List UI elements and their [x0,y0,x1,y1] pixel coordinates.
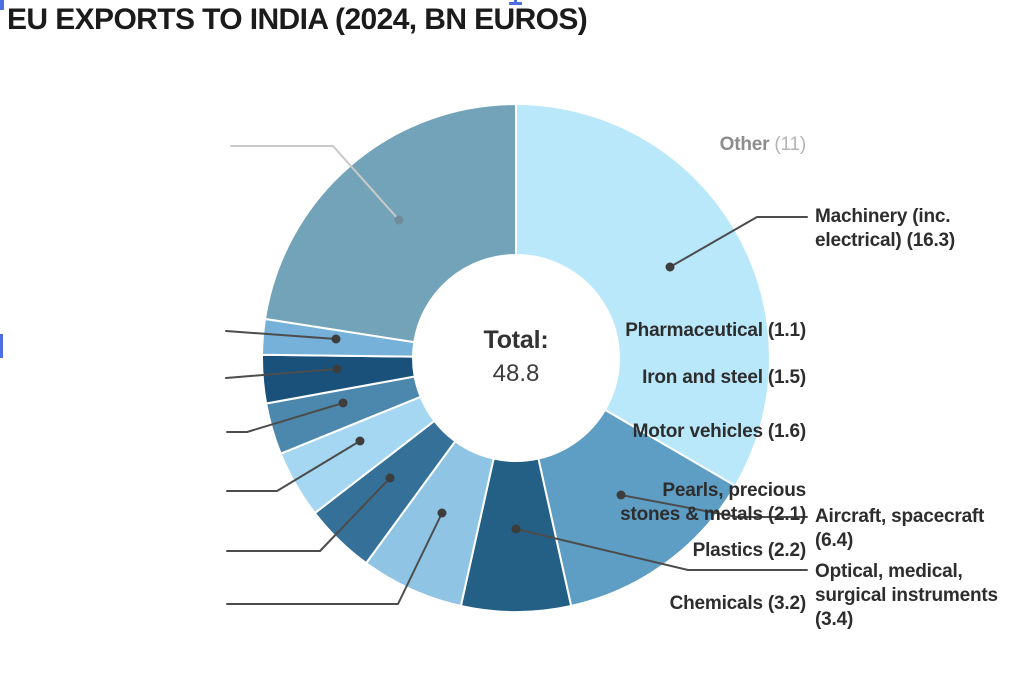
slice-label-iron: Iron and steel (1.5) [642,366,806,390]
slice-label-plastics: Plastics (2.2) [692,539,807,563]
label-line: Iron and steel (1.5) [642,367,806,388]
label-line: Optical, medical, [815,561,963,582]
leader-line-motor [226,402,344,433]
label-line: (3.4) [815,609,854,630]
leader-line-iron [225,368,338,379]
leader-line-pearls [226,440,361,492]
leader-line-plastics [226,477,391,552]
slice-label-aircraft: Aircraft, spacecraft (6.4) [815,505,984,553]
label-line: surgical instruments [815,585,998,606]
chart-title: EU EXPORTS TO INDIA (2024, BN EUROS) [7,3,588,36]
label-line: Chemicals (3.2) [669,593,807,614]
slice-aircraft [537,408,737,608]
leader-dot-plastics [385,473,395,483]
slice-label-other: Other (11) [719,133,807,157]
label-line: Machinery (inc. [815,206,951,227]
leader-line-machinery [669,216,808,268]
label-line: Plastics (2.2) [692,540,807,561]
leader-dot-machinery [665,262,675,272]
leader-dot-pearls [355,436,365,446]
selection-artifact [0,0,4,10]
slice-label-optical: Optical, medical, surgical instruments (3.… [815,560,998,632]
leader-dot-optical [511,524,521,534]
label-line: Motor vehicles (1.6) [632,421,807,442]
label-value: (11) [769,134,806,155]
selection-artifact [514,0,517,5]
donut-slices [261,102,771,613]
label-line: Aircraft, spacecraft [815,506,985,527]
label-line: Pharmaceutical (1.1) [625,320,806,341]
slice-machinery [515,102,771,488]
label-name: Other [719,134,770,155]
leader-dot-other [394,215,404,225]
label-line: (6.4) [815,530,854,551]
slice-label-machinery: Machinery (inc. electrical) (16.3) [815,205,955,253]
slice-label-pearls: Pearls, precious stones & metals (2.1) [620,479,806,527]
leader-dot-iron [332,364,342,374]
leader-line-aircraft [620,494,808,518]
leader-line-optical [515,528,808,571]
slice-label-motor: Motor vehicles (1.6) [632,420,807,444]
label-line: electrical) (16.3) [815,230,956,251]
leader-lines [225,145,808,605]
leader-line-other [230,145,400,221]
label-line: stones & metals (2.1) [620,504,806,525]
leader-dot-motor [338,398,348,408]
slice-other [263,102,517,344]
slice-label-pharma: Pharmaceutical (1.1) [625,319,806,343]
slice-label-chemicals: Chemicals (3.2) [669,592,807,616]
selection-artifact [0,334,3,358]
leader-dot-pharma [331,334,341,344]
leader-line-pharma [225,330,337,340]
leader-dot-chemicals [437,508,447,518]
leader-line-chemicals [226,512,443,605]
label-line: Pearls, precious [662,480,806,501]
leader-dot-aircraft [616,490,626,500]
